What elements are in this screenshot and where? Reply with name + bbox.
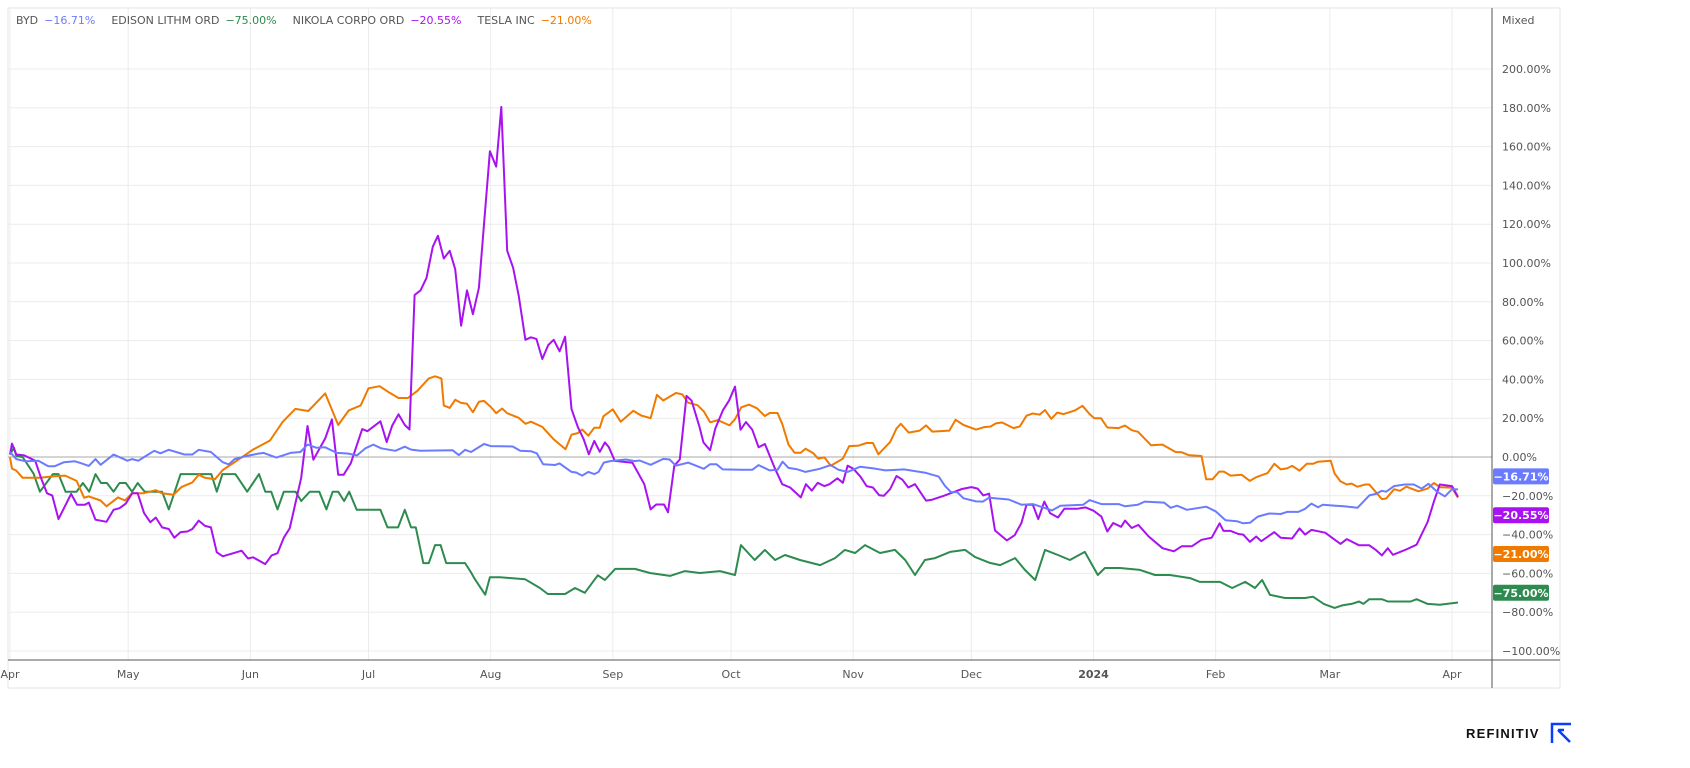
legend-item-edison[interactable]: EDISON LITHM ORD −75.00% [111, 14, 276, 27]
y-tick-label: 120.00% [1502, 218, 1551, 231]
last-value-tag [1493, 507, 1549, 524]
brand-name: REFINITIV [1466, 725, 1540, 741]
x-tick-label: Dec [961, 668, 982, 681]
x-tick-label: 2024 [1078, 668, 1109, 681]
x-tick-label: Aug [480, 668, 501, 681]
y-tick-label: −40.00% [1502, 529, 1553, 542]
series-line-tesla-inc [9, 375, 1459, 508]
last-value-tag [1493, 546, 1549, 562]
y-tick-label: 40.00% [1502, 373, 1544, 386]
legend-change: −16.71% [44, 14, 96, 27]
y-tick-label: 140.00% [1502, 179, 1551, 192]
series-line-edison-lithm-ord [9, 446, 1459, 609]
last-value-tag [1493, 468, 1549, 485]
y-tick-label: 0.00% [1502, 451, 1537, 464]
x-tick-label: Feb [1206, 668, 1225, 681]
legend-change: −21.00% [540, 14, 592, 27]
x-tick-label: Mar [1320, 668, 1341, 681]
y-tick-label: 100.00% [1502, 257, 1551, 270]
y-tick-label: 180.00% [1502, 102, 1551, 115]
y-tick-label: −100.00% [1502, 645, 1560, 658]
x-tick-label: Apr [0, 668, 20, 681]
legend-label: BYD [16, 14, 39, 27]
y-tick-label: −80.00% [1502, 606, 1553, 619]
legend-item-byd[interactable]: BYD −16.71% [16, 14, 95, 27]
legend-item-tesla[interactable]: TESLA INC −21.00% [478, 14, 592, 27]
y-tick-label: 200.00% [1502, 63, 1551, 76]
refinitiv-logo-icon [1550, 722, 1571, 743]
x-tick-label: Jul [361, 668, 375, 681]
x-tick-label: Apr [1443, 668, 1463, 681]
x-tick-label: Nov [842, 668, 864, 681]
last-value-label: −75.00% [1493, 587, 1548, 600]
legend-item-nikola[interactable]: NIKOLA CORPO ORD −20.55% [293, 14, 462, 27]
y-tick-label: −20.00% [1502, 490, 1553, 503]
y-tick-label: 80.00% [1502, 296, 1544, 309]
series-line-nikola-corpo-ord [9, 106, 1459, 566]
plot-frame [7, 7, 1561, 689]
series-line-byd [9, 443, 1459, 525]
last-value-label: −21.00% [1493, 548, 1548, 561]
x-tick-label: Oct [722, 668, 742, 681]
y-tick-label: 160.00% [1502, 141, 1551, 154]
scale-mode-label: Mixed [1502, 14, 1534, 27]
legend: BYD −16.71% EDISON LITHM ORD −75.00% NIKOL… [16, 14, 592, 27]
y-tick-label: 20.00% [1502, 412, 1544, 425]
legend-change: −20.55% [410, 14, 462, 27]
legend-label: EDISON LITHM ORD [111, 14, 220, 27]
legend-change: −75.00% [225, 14, 277, 27]
last-value-label: −20.55% [1493, 509, 1548, 522]
x-tick-label: Sep [602, 668, 623, 681]
legend-label: TESLA INC [477, 14, 535, 27]
y-tick-label: 60.00% [1502, 335, 1544, 348]
y-tick-label: −60.00% [1502, 567, 1553, 580]
x-tick-label: Jun [241, 668, 259, 681]
x-tick-label: May [117, 668, 140, 681]
last-value-tag [1493, 584, 1549, 601]
legend-label: NIKOLA CORPO ORD [292, 14, 405, 27]
last-value-label: −16.71% [1493, 470, 1548, 483]
footer: REFINITIV [1466, 722, 1572, 744]
